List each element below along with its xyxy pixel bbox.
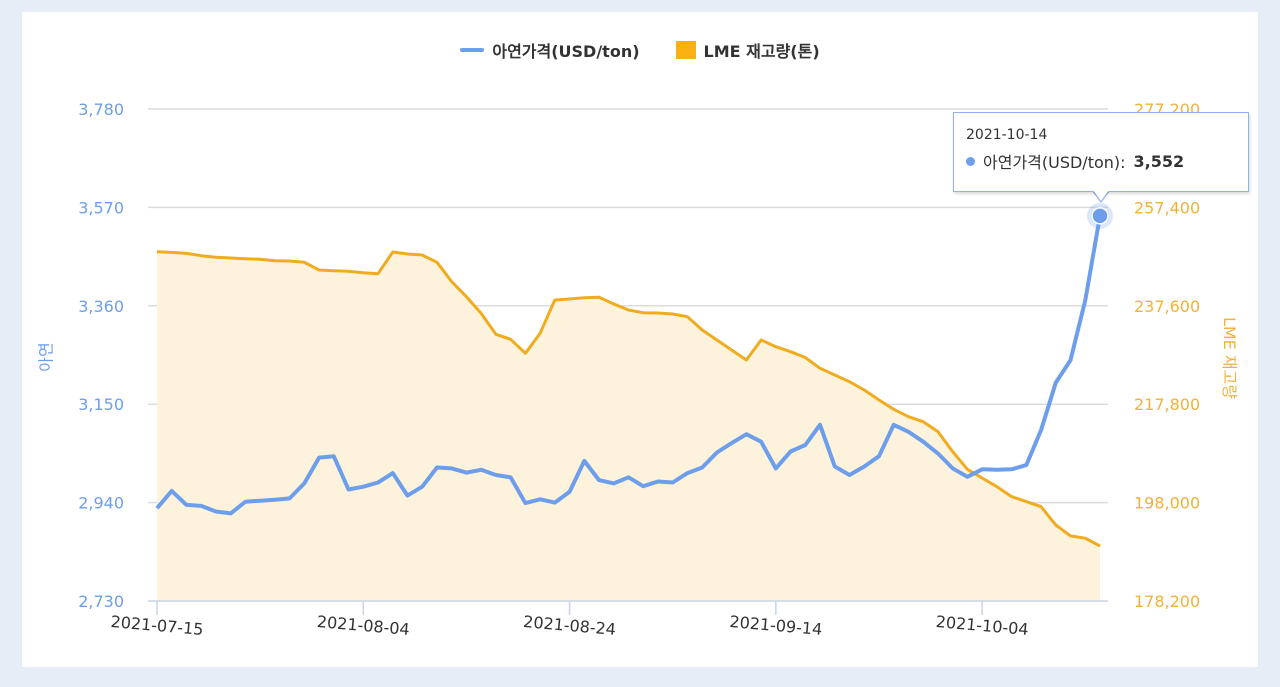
square-swatch-icon (675, 41, 696, 59)
legend-label: 아연가격(USD/ton) (492, 42, 640, 61)
lme-stock-area (157, 251, 1100, 601)
x-axis-tick-label: 2021-08-04 (316, 612, 410, 639)
legend-label: LME 재고량(톤) (703, 42, 820, 61)
right-axis-tick-label: 178,200 (1134, 592, 1200, 611)
left-axis-tick-label: 3,360 (78, 297, 124, 316)
right-axis-tick-label: 217,800 (1134, 395, 1200, 414)
tooltip-series-name: 아연가격(USD/ton): (983, 153, 1126, 172)
x-axis-tick-label: 2021-08-24 (522, 612, 616, 639)
legend-item-zinc-price[interactable]: 아연가격(USD/ton) (460, 38, 640, 62)
hovered-point-marker (1091, 207, 1109, 225)
tooltip-date: 2021-10-14 (966, 127, 1048, 143)
x-axis-tick-label: 2021-07-15 (110, 612, 204, 639)
series-dot-icon (966, 156, 975, 166)
legend: 아연가격(USD/ton) LME 재고량(톤) (0, 38, 1280, 62)
zinc-price-line (155, 215, 1102, 516)
tooltip-pointer-fill (1093, 190, 1109, 201)
x-axis-tick-label: 2021-10-04 (935, 612, 1029, 639)
left-axis-title: 아연 (36, 342, 56, 372)
left-axis-tick-label: 2,730 (78, 592, 124, 611)
x-axis-tick-label: 2021-09-14 (729, 612, 823, 639)
line-swatch-icon (460, 48, 485, 52)
left-axis-tick-label: 3,150 (78, 395, 124, 414)
right-axis-tick-label: 198,000 (1134, 494, 1200, 513)
right-axis-title: LME 재고량 (1220, 316, 1240, 400)
legend-item-lme-stock[interactable]: LME 재고량(톤) (675, 38, 820, 62)
left-axis-tick-label: 3,780 (78, 100, 124, 119)
lme-stock-line (156, 250, 1101, 548)
right-axis-tick-label: 237,600 (1134, 297, 1200, 316)
tooltip-value: 3,552 (1133, 151, 1185, 171)
left-axis-tick-label: 2,940 (78, 494, 124, 513)
left-axis-tick-label: 3,570 (78, 198, 124, 217)
tooltip: 2021-10-14 아연가격(USD/ton): 3,552 (953, 112, 1249, 192)
right-axis-tick-label: 257,400 (1134, 198, 1200, 217)
